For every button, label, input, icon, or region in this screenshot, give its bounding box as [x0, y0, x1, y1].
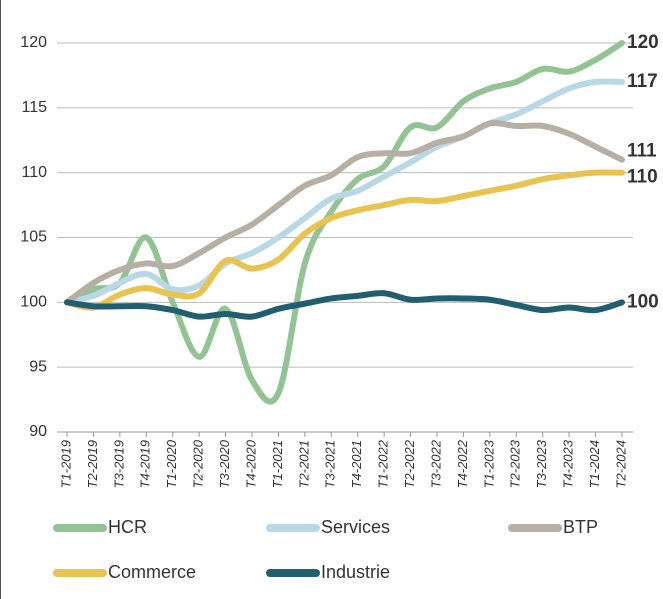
end-label: 100	[627, 291, 659, 312]
x-tick-label: T3-2019	[111, 440, 126, 488]
y-tick-label: 90	[29, 423, 47, 440]
y-tick-label: 100	[20, 294, 47, 311]
end-label: 117	[627, 71, 658, 92]
x-tick-label: T1-2024	[587, 440, 602, 488]
y-tick-label: 115	[21, 99, 47, 116]
y-tick-label: 105	[20, 229, 47, 246]
legend-label: HCR	[108, 517, 147, 537]
series-line	[64, 169, 625, 311]
series-line	[64, 78, 625, 306]
x-tick-label: T1-2023	[481, 439, 496, 488]
series-line	[64, 119, 625, 306]
x-tick-label: T1-2020	[164, 439, 179, 488]
x-tick-label: T3-2022	[428, 439, 443, 488]
x-tick-label: T1-2019	[58, 440, 73, 488]
y-tick-label: 120	[20, 34, 47, 51]
end-label: 120	[627, 32, 659, 53]
x-tick-label: T3-2023	[534, 439, 549, 488]
legend-label: BTP	[563, 517, 598, 537]
end-label: 111	[627, 141, 657, 162]
x-tick-label: T4-2021	[349, 440, 364, 488]
x-tick-label: T2-2022	[402, 439, 417, 488]
series-line	[64, 290, 625, 320]
legend-label: Industrie	[321, 562, 390, 582]
legend-label: Commerce	[108, 562, 196, 582]
end-label: 110	[627, 167, 658, 188]
x-tick-label: T2-2024	[613, 440, 628, 488]
x-tick-label: T2-2019	[85, 440, 100, 488]
x-tick-label: T1-2021	[270, 440, 285, 488]
x-tick-label: T2-2021	[296, 440, 311, 488]
x-tick-label: T4-2020	[243, 439, 258, 488]
x-tick-label: T4-2023	[561, 439, 576, 488]
x-tick-label: T3-2021	[323, 440, 338, 488]
x-tick-label: T3-2020	[217, 439, 232, 488]
x-tick-label: T1-2022	[376, 439, 391, 488]
x-tick-label: T2-2023	[508, 439, 523, 488]
legend-label: Services	[321, 517, 390, 537]
series-line	[64, 40, 625, 405]
x-tick-label: T4-2022	[455, 439, 470, 488]
y-tick-label: 95	[29, 358, 47, 375]
x-tick-label: T2-2020	[191, 439, 206, 488]
y-tick-label: 110	[21, 164, 47, 181]
x-tick-label: T4-2019	[138, 440, 153, 488]
